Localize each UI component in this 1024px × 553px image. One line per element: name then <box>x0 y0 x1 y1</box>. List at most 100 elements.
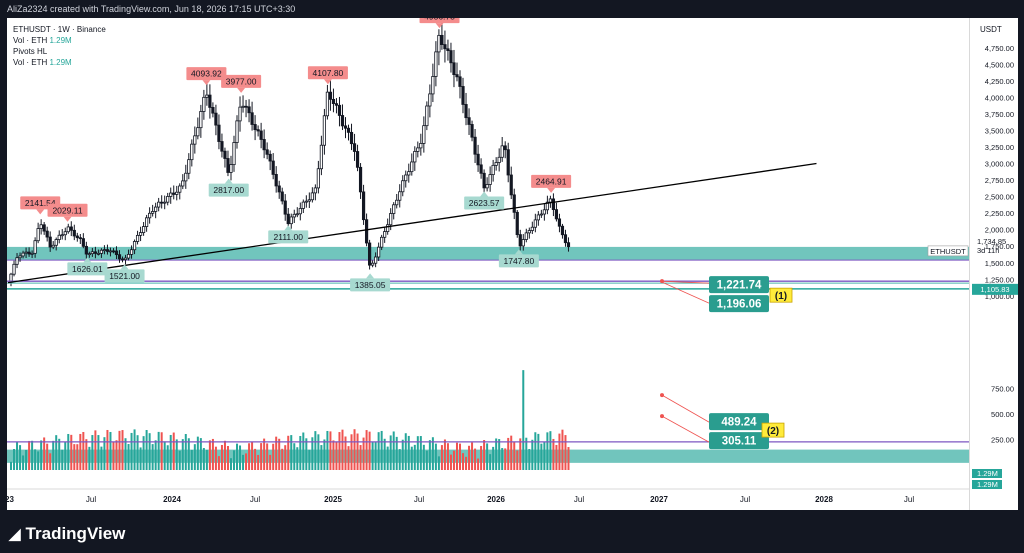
volume-bar-down <box>465 456 468 470</box>
volume-bar-up <box>61 449 64 470</box>
volume-bar-up <box>100 446 103 470</box>
volume-bar-up <box>181 439 184 470</box>
pivot-label-pointer <box>514 249 523 255</box>
candle-up <box>15 257 19 265</box>
legend-volume-label: Vol · ETH <box>13 36 48 45</box>
candle-up <box>190 143 194 161</box>
volume-tag-1 <box>972 469 1002 478</box>
volume-marker-305: 305.11 <box>709 432 769 450</box>
candle-up <box>491 164 495 176</box>
candle-up <box>304 200 308 203</box>
volume-bar-down <box>329 431 332 470</box>
volume-bar-up <box>58 438 61 470</box>
price-axis-canvas[interactable]: USDT 4,750.00 4,500.00 4,250.00 4,000.00 3,75… <box>970 18 1018 510</box>
candle-up <box>151 211 155 214</box>
volume-bar-up <box>416 436 419 470</box>
volume-bar-up <box>290 435 293 470</box>
volume-bar-up <box>495 438 498 470</box>
candle-up <box>310 192 314 201</box>
legend-volume-value-2: 1.29M <box>49 58 72 67</box>
candle-down <box>247 106 251 114</box>
volume-bar-down <box>510 435 513 470</box>
pivot-label-pointer <box>224 178 233 184</box>
volume-bar-down <box>112 442 115 470</box>
volume-bar-down <box>353 429 356 470</box>
candle-up <box>434 51 438 77</box>
volume-bar-down <box>257 454 260 470</box>
candle-down <box>364 219 369 244</box>
pivot-high-label: 2029.11 <box>47 203 88 222</box>
candle-up <box>428 93 432 107</box>
time-tick-label: Jul <box>574 495 584 504</box>
price-axis[interactable]: USDT 4,750.00 4,500.00 4,250.00 4,000.00 3,75… <box>969 18 1018 510</box>
candle-up <box>521 239 525 247</box>
candle-down <box>75 235 79 239</box>
candle-up <box>410 161 414 173</box>
candle-up <box>90 251 94 255</box>
volume-bar-up <box>139 447 142 470</box>
candle-down <box>48 236 52 248</box>
candle-up <box>51 244 55 248</box>
volume-bar-up <box>501 448 504 470</box>
time-tick-label: 2027 <box>650 495 668 504</box>
volume-bar-up <box>371 441 374 470</box>
pivot-label-pointer <box>202 80 211 86</box>
volume-bar-down <box>513 442 516 470</box>
candle-down <box>518 234 522 247</box>
volume-bar-down <box>356 433 359 470</box>
volume-bar-up <box>422 444 425 470</box>
candle-down <box>554 209 559 220</box>
pivot-label-pointer <box>480 191 489 197</box>
zones <box>7 246 969 463</box>
pivot-low-label: 2111.00 <box>268 225 309 244</box>
price-tick-label: 1,750.00 <box>985 242 1014 251</box>
candle-down <box>223 150 227 159</box>
candle-up <box>148 212 152 219</box>
candle-down <box>509 174 513 196</box>
volume-bar-up <box>314 431 317 470</box>
candle-up <box>33 240 37 254</box>
pivot-low-label: 1747.80 <box>498 249 539 268</box>
volume-bar-up <box>109 431 112 470</box>
candle-up <box>389 213 393 226</box>
candle-down <box>244 105 248 108</box>
volume-bar-up <box>293 443 296 470</box>
candle-up <box>307 199 311 202</box>
candle-up <box>24 251 28 254</box>
candle-up <box>325 91 330 117</box>
volume-bar-up <box>64 442 67 470</box>
candle-up <box>184 172 188 182</box>
candle-up <box>548 198 553 203</box>
candle-down <box>446 48 450 52</box>
lines <box>7 162 969 443</box>
volume-bar-down <box>561 429 564 470</box>
volume-bar-up <box>229 458 232 470</box>
tradingview-logo[interactable]: ◢ TradingView <box>9 524 125 544</box>
level-marker-box <box>709 413 769 431</box>
volume-bar-down <box>474 448 477 470</box>
candle-down <box>458 76 462 87</box>
volume-bar-up <box>392 431 395 470</box>
volume-bar-down <box>332 440 335 470</box>
pivot-label-box <box>350 278 391 292</box>
pivot-label-box <box>47 203 88 217</box>
pivot-label-box <box>531 174 572 188</box>
candle-up <box>316 168 320 189</box>
volume-bar-down <box>459 443 461 470</box>
volume-bar-up <box>431 437 434 470</box>
candle-down <box>256 129 260 132</box>
volume-bar-down <box>516 450 519 470</box>
volume-bar-up <box>97 435 100 470</box>
candle-down <box>277 185 281 193</box>
candle-down <box>506 149 510 176</box>
candle-down <box>81 238 85 247</box>
volume-bar-up <box>202 448 205 470</box>
candle-up <box>374 256 378 264</box>
price-tick-label: 750.00 <box>991 385 1014 394</box>
level-marker-1196: 1,196.06 <box>709 295 769 313</box>
volume-bar-down <box>477 458 480 470</box>
volume-bar-up <box>31 440 34 470</box>
volume-bar-up <box>549 431 552 470</box>
